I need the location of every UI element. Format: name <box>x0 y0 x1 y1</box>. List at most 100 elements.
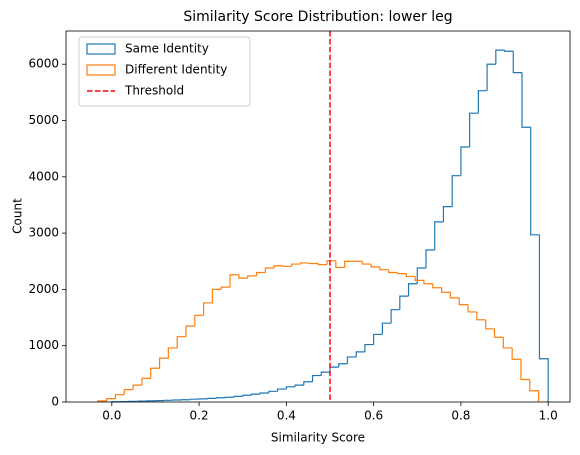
y-tick-label: 1000 <box>28 338 59 352</box>
histogram-step <box>467 304 477 313</box>
histogram-step <box>458 297 469 306</box>
histogram-step <box>477 90 488 114</box>
histogram-step <box>282 265 292 267</box>
histogram-step <box>273 265 283 269</box>
x-axis-label: Similarity Score <box>271 431 365 445</box>
histogram-step <box>233 395 243 398</box>
histogram-step <box>220 286 231 290</box>
histogram-step <box>423 280 433 285</box>
histogram-step <box>238 274 248 279</box>
legend-swatch <box>86 43 116 55</box>
histogram-step <box>264 267 275 273</box>
histogram-step <box>502 337 513 349</box>
histogram-step <box>123 389 134 395</box>
histogram-step <box>476 311 486 321</box>
y-tick-label: 2000 <box>28 282 59 296</box>
histogram-step <box>255 271 266 276</box>
histogram-step <box>335 260 345 269</box>
histogram-step <box>486 63 496 91</box>
x-tick-label: 0.8 <box>451 409 470 423</box>
y-tick-label: 6000 <box>28 57 59 71</box>
y-axis-label: Count <box>11 198 25 234</box>
histogram-step <box>189 398 200 400</box>
histogram-step <box>150 367 160 379</box>
histogram-step <box>512 51 522 74</box>
histogram-step <box>355 351 365 357</box>
histogram-step <box>247 275 257 279</box>
histogram-step <box>308 262 319 265</box>
histogram-step <box>441 287 451 293</box>
histogram-step <box>390 309 400 324</box>
y-tick-label: 4000 <box>28 169 59 183</box>
x-tick-label: 0.2 <box>190 409 209 423</box>
histogram-step <box>285 386 296 390</box>
y-tick-label: 3000 <box>28 226 59 240</box>
histogram-step <box>469 112 479 147</box>
histogram-step <box>451 175 461 207</box>
histogram-step <box>250 393 261 396</box>
x-tick-label: 0.0 <box>102 409 121 423</box>
histogram-step <box>503 50 514 52</box>
histogram-step <box>167 347 178 359</box>
histogram-step <box>294 384 304 387</box>
histogram-step <box>158 357 169 369</box>
histogram-step <box>495 49 505 65</box>
histogram-step <box>520 359 530 381</box>
histogram-step <box>277 388 287 392</box>
legend-label: Different Identity <box>125 63 227 77</box>
histogram-step <box>203 302 213 316</box>
histogram-step <box>425 249 435 269</box>
histogram-step <box>344 260 354 268</box>
histogram-step <box>381 322 392 335</box>
histogram-step <box>299 262 310 265</box>
histogram-step <box>242 394 252 397</box>
histogram-step <box>361 261 372 265</box>
histogram-step <box>329 366 339 373</box>
histogram-step <box>320 371 330 376</box>
legend-label: Threshold <box>124 84 184 98</box>
x-tick-label: 1.0 <box>539 409 558 423</box>
histogram-step <box>530 127 540 236</box>
histogram-step <box>511 347 521 360</box>
histogram-step <box>211 288 222 303</box>
histogram-step <box>538 234 549 402</box>
legend-swatch <box>86 64 116 76</box>
histogram-step <box>370 264 380 268</box>
histogram-step <box>194 314 204 326</box>
histogram-step <box>449 292 460 299</box>
histogram-step <box>114 394 125 399</box>
histogram-step <box>485 319 495 330</box>
histogram-step <box>141 377 151 386</box>
histogram-step <box>396 272 407 275</box>
histogram-step <box>224 396 234 398</box>
legend-box <box>78 36 251 107</box>
histogram-step <box>414 276 424 281</box>
histogram-step <box>317 263 328 266</box>
histogram-step <box>176 336 186 348</box>
histogram-step <box>521 72 531 128</box>
histogram-step <box>399 295 409 310</box>
histogram-step <box>346 356 357 364</box>
histogram-step <box>529 379 540 402</box>
x-tick-label: 0.6 <box>364 409 383 423</box>
plot-frame <box>65 30 571 403</box>
histogram-step <box>291 263 301 267</box>
histogram-step <box>106 398 116 401</box>
histogram-step <box>405 273 416 278</box>
histogram-step <box>379 266 389 271</box>
histogram-step <box>303 381 313 386</box>
histogram-step <box>416 267 426 284</box>
histogram-step <box>388 269 398 274</box>
histogram-step <box>268 390 278 393</box>
histogram-step <box>434 221 444 250</box>
histogram-step <box>259 392 269 395</box>
histogram-step <box>373 333 383 345</box>
histogram-step <box>338 363 348 368</box>
chart-title: Similarity Score Distribution: lower leg <box>183 9 452 25</box>
x-tick-label: 0.4 <box>277 409 296 423</box>
histogram-step <box>132 384 142 390</box>
histogram-step <box>460 146 470 176</box>
histogram-step <box>432 283 442 289</box>
y-tick-label: 5000 <box>28 113 59 127</box>
